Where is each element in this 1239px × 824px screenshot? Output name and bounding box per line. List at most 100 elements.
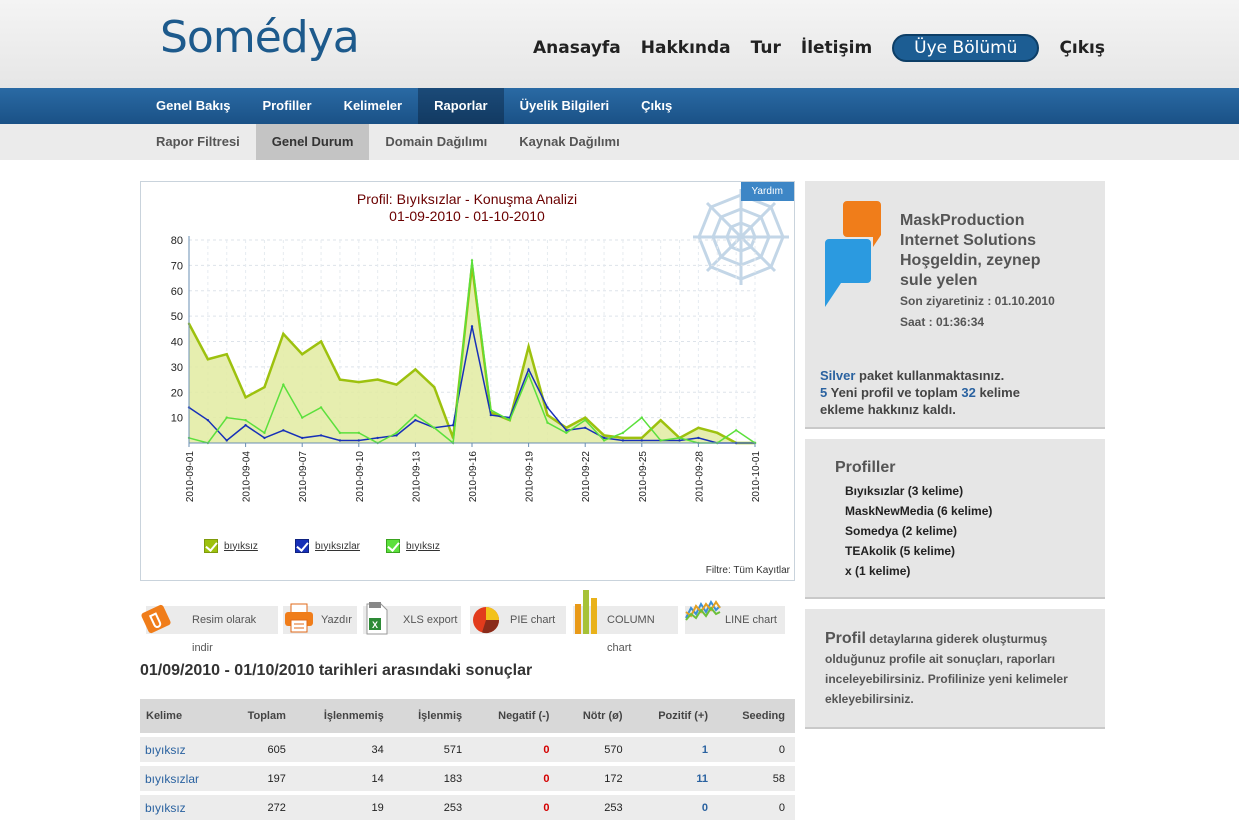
main-navigation: Genel Bakış Profiller Kelimeler Raporlar… [0,88,1239,124]
cell-islenmis: 183 [393,766,473,791]
main-nav-profiller[interactable]: Profiller [262,98,312,113]
keyword-link[interactable]: bıyıksız [140,795,225,820]
print-button[interactable]: Yazdır [283,603,357,634]
cell-pozitif: 1 [632,737,719,762]
nav-anasayfa-link[interactable]: Anasayfa [533,38,621,58]
info-body: detaylarına giderek oluşturmuş olduğunuz… [825,632,1068,706]
profiles-panel-title: Profiller [835,459,896,476]
nav-iletisim-link[interactable]: İletişim [800,38,873,58]
col-header-pozitif: Pozitif (+) [632,699,719,733]
chart-title: Profil: Bıyıksızlar - Konuşma Analizi [357,191,577,207]
profiles-list: Bıyıksızlar (3 kelime) MaskNewMedia (6 k… [845,481,992,581]
chart-subtitle: 01-09-2010 - 01-10-2010 [389,208,545,224]
keyword-link[interactable]: bıyıksızlar [140,766,225,791]
profile-list-item[interactable]: TEAkolik (5 kelime) [845,544,956,558]
main-nav-cikis[interactable]: Çıkış [641,98,673,113]
series-3-point [225,416,228,419]
series-3-point [659,439,662,442]
cell-islenmis: 571 [393,737,473,762]
legend-item-1[interactable]: bıyıksız [204,539,258,553]
main-nav-uyelik-bilgileri[interactable]: Üyelik Bilgileri [519,98,610,113]
series-2-point [338,439,342,442]
series-3-point [433,426,436,429]
info-text: Profil detaylarına giderek oluşturmuş ol… [825,629,1100,709]
col-header-islenmemis: İşlenmemiş [295,699,394,733]
welcome-line-1: Hoşgeldin, zeynep [900,252,1041,269]
profile-list-item[interactable]: x (1 kelime) [845,564,911,578]
company-line-1: MaskProduction [900,212,1025,229]
series-2-point [206,418,210,422]
member-section-button[interactable]: Üye Bölümü [892,34,1040,62]
conversation-analysis-chart: Profil: Bıyıksızlar - Konuşma Analizi 01… [171,189,789,503]
package-name[interactable]: Silver [820,368,856,383]
series-1-point [244,396,247,399]
legend-item-2[interactable]: bıyıksızlar [295,539,360,553]
series-1-point [376,378,379,381]
table-row: bıyıksız 272 19 253 0 253 0 0 [140,795,795,820]
series-3-point [338,431,342,435]
profile-list-item[interactable]: Somedya (2 kelime) [845,524,958,538]
cell-seeding: 58 [718,766,795,791]
sub-navigation: Rapor Filtresi Genel Durum Domain Dağılı… [0,124,1239,160]
top-navigation: Anasayfa Hakkında Tur İletişim Üye Bölüm… [533,34,1105,62]
cell-islenmemis: 34 [295,737,394,762]
help-button[interactable]: Yardım [740,182,794,201]
main-nav-kelimeler[interactable]: Kelimeler [343,98,403,113]
series-3-point [395,431,398,435]
series-3-point [678,436,681,440]
results-header-row: Kelime Toplam İşlenmemiş İşlenmiş Negati… [140,699,795,733]
profile-list-item[interactable]: MaskNewMedia (6 kelime) [845,504,993,518]
series-3-point [244,418,247,422]
legend-checkbox-3[interactable] [386,539,400,553]
xls-export-label: XLS export [403,614,458,626]
series-1-point [546,413,549,417]
x-tick-label: 2010-09-19 [525,451,536,503]
series-1-point [659,418,662,422]
main-nav-raporlar[interactable]: Raporlar [418,88,504,124]
legend-label-1[interactable]: bıyıksız [224,540,258,552]
chart-filter-text: Filtre: Tüm Kayıtlar [705,565,790,576]
subnav-kaynak-dagilimi[interactable]: Kaynak Dağılımı [519,134,620,149]
pie-chart-button[interactable]: PIE chart [470,606,566,634]
series-1-point [602,434,606,437]
col-header-negatif: Negatif (-) [472,699,560,733]
series-2-point [395,434,398,437]
column-chart-button[interactable]: COLUMN chart [573,590,678,654]
series-1-point [301,352,304,356]
profile-list-item[interactable]: Bıyıksızlar (3 kelime) [845,484,964,498]
line-chart-button[interactable]: LINE chart [685,599,785,634]
legend-label-3[interactable]: bıyıksız [406,540,440,552]
results-table: Kelime Toplam İşlenmemiş İşlenmiş Negati… [140,695,795,824]
legend-item-3[interactable]: bıyıksız [386,539,440,553]
xls-file-icon: X [366,602,388,635]
rights-text: ekleme hakkınız kaldı. [820,402,956,417]
legend-checkbox-1[interactable] [204,539,218,553]
logo[interactable]: Somédya [160,12,360,63]
subnav-genel-durum[interactable]: Genel Durum [255,124,370,160]
cell-islenmis: 253 [393,795,473,820]
x-tick-label: 2010-09-22 [581,451,592,503]
cell-notr: 172 [559,766,633,791]
series-1-point [282,332,285,336]
xls-export-button[interactable]: X XLS export [363,602,461,635]
nav-tur-link[interactable]: Tur [750,38,781,58]
series-2-point [225,439,228,442]
keyword-link[interactable]: bıyıksız [140,737,225,762]
legend-label-2[interactable]: bıyıksızlar [315,540,361,552]
table-row: bıyıksız 605 34 571 0 570 1 0 [140,737,795,762]
download-image-button[interactable]: Resim olarak indir [141,604,278,654]
main-nav-genel-bakis[interactable]: Genel Bakış [156,98,231,113]
series-2-point [244,424,247,427]
y-tick-label: 80 [171,235,183,247]
nav-hakkinda-link[interactable]: Hakkında [640,38,731,58]
line-chart-label: LINE chart [725,614,777,626]
legend-checkbox-2[interactable] [295,539,309,553]
series-2-point [489,413,493,417]
series-2-point [546,406,549,409]
subnav-domain-dagilimi[interactable]: Domain Dağılımı [385,134,488,149]
spider-web-icon [693,189,789,285]
top-logout-link[interactable]: Çıkış [1059,38,1105,58]
y-tick-label: 20 [171,387,183,399]
series-2-point [414,418,417,422]
subnav-rapor-filtresi[interactable]: Rapor Filtresi [156,134,240,149]
